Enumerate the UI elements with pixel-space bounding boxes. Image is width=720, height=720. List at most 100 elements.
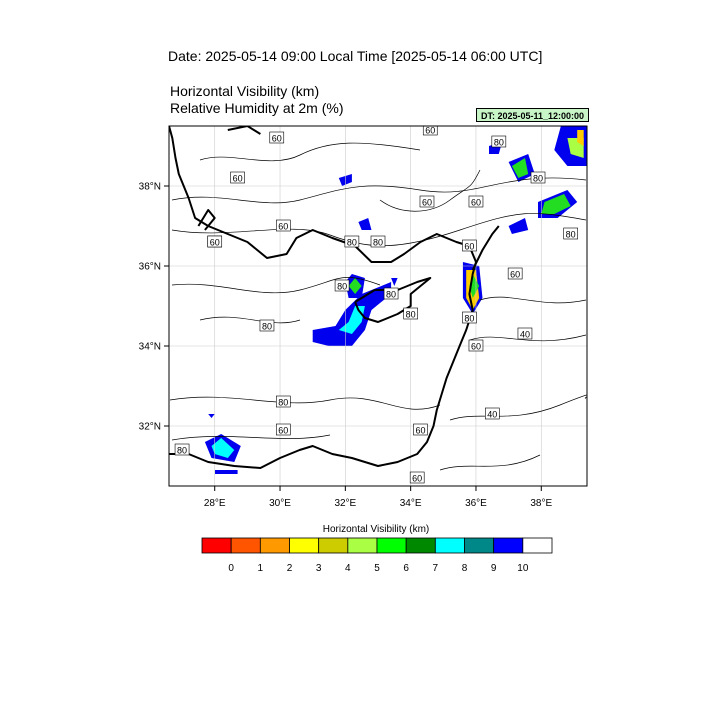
contour-label: 40 — [484, 407, 500, 420]
contour-label: 60 — [468, 195, 484, 208]
legend-title: Horizontal Visibility (km) — [322, 524, 430, 535]
legend-label: 1 — [258, 563, 264, 574]
contour-label-box — [413, 423, 428, 436]
contour-label-box — [259, 319, 275, 332]
contour-label-box — [530, 171, 546, 184]
contour-label-text: 80 — [373, 238, 383, 248]
visibility-area-21 — [391, 278, 398, 286]
contour-label-text: 80 — [533, 174, 543, 184]
contour-label-box — [275, 423, 291, 436]
contour-label: 80 — [259, 319, 275, 332]
contour-label-text: 60 — [278, 222, 288, 232]
contour-label-box — [507, 267, 523, 280]
coastline-layer — [169, 126, 500, 469]
contour-label: 80 — [530, 171, 546, 184]
lat-tick-label: 34°N — [139, 342, 161, 353]
contour-label: 80 — [491, 135, 507, 148]
legend-label: 6 — [403, 563, 409, 574]
legend-label: 5 — [374, 563, 380, 574]
visibility-area-16 — [541, 194, 571, 214]
lat-tick-label: 32°N — [139, 422, 161, 433]
visibility-fill-layer — [204, 126, 587, 474]
legend-swatch — [259, 537, 290, 554]
lon-tick-label: 38°E — [530, 498, 552, 509]
coastline-3 — [227, 126, 261, 135]
contour-label: 60 — [409, 471, 425, 484]
legend-label: 8 — [462, 563, 468, 574]
contour-label-box — [468, 339, 484, 352]
legend-swatch — [201, 537, 232, 554]
legend-label: 10 — [517, 563, 529, 574]
contour-label-box — [409, 471, 425, 484]
contour-label-box — [491, 135, 507, 148]
contour-label: 60 — [275, 423, 291, 436]
map-plot-area: 80 80 80 80 80 80 80 80 80 80 60 60 60 60 60 60 60 60 60 60… — [169, 126, 587, 486]
contour-label: 60 — [275, 219, 291, 232]
contour-label-text: 80 — [337, 282, 347, 292]
contour-label: 60 — [468, 339, 484, 352]
legend-swatch — [376, 537, 407, 554]
lon-tick-label: 36°E — [465, 498, 487, 509]
contour-label-text: 60 — [415, 426, 425, 436]
contour-label-text: 40 — [520, 330, 530, 340]
lat-tick-label: 36°N — [139, 262, 161, 273]
contour-label-box — [517, 327, 533, 340]
legend-label: 9 — [491, 563, 497, 574]
contour-label-text: 60 — [210, 238, 220, 248]
contour-label-text: 60 — [425, 126, 435, 136]
contour-label-box — [468, 195, 484, 208]
visibility-area-22 — [214, 470, 238, 474]
contour-label-layer: 80 80 80 80 80 80 80 80 80 80 60 60 60 60 60 60 60 60 60 60… — [174, 126, 578, 484]
contour-label: 60 — [230, 171, 245, 184]
contour-label: 80 — [334, 279, 350, 292]
humidity-contour-layer — [169, 142, 587, 471]
contour-label-box — [230, 171, 245, 184]
legend-swatch — [347, 537, 378, 554]
legend-label: 4 — [345, 563, 351, 574]
contour-label: 80 — [563, 227, 578, 240]
contour-label-text: 60 — [471, 342, 481, 352]
contour-label-box — [275, 395, 291, 408]
coastline-0 — [169, 126, 477, 469]
contour-label-box — [422, 126, 438, 136]
lon-tick-label: 34°E — [400, 498, 422, 509]
contour-label: 60 — [422, 126, 438, 136]
contour-label-text: 60 — [278, 426, 288, 436]
map-frame — [168, 125, 588, 487]
contour-label-text: 80 — [177, 446, 187, 456]
legend-swatch — [493, 537, 524, 554]
contour-label-box — [334, 279, 350, 292]
contour-label-box — [383, 287, 399, 300]
contour-label: 60 — [507, 267, 523, 280]
contour-label-text: 60 — [471, 198, 481, 208]
legend-swatch — [230, 537, 261, 554]
contour-label: 60 — [413, 423, 428, 436]
lon-tick-label: 32°E — [334, 498, 356, 509]
contour-label: 80 — [344, 235, 360, 248]
visibility-area-3 — [348, 278, 362, 294]
contour-label: 80 — [370, 235, 386, 248]
contour-label: 80 — [403, 307, 418, 320]
visibility-area-18 — [358, 218, 372, 230]
contour-label-text: 80 — [278, 398, 288, 408]
contour-label-box — [207, 235, 223, 248]
contour-label: 80 — [462, 311, 477, 324]
contour-label-text: 80 — [494, 138, 504, 148]
legend-swatch — [405, 537, 436, 554]
legend-swatch — [522, 537, 553, 554]
contour-label-text: 40 — [487, 410, 497, 420]
lon-tick-label: 30°E — [269, 498, 291, 509]
contour-label-box — [269, 131, 285, 144]
contour-label-box — [419, 195, 435, 208]
coastline-2 — [197, 209, 216, 231]
contour-label: 40 — [517, 327, 533, 340]
contour-label: 80 — [383, 287, 399, 300]
color-legend: 0 1 2 3 4 5 6 7 8 9 10 — [201, 537, 553, 574]
visibility-area-11 — [511, 158, 529, 178]
visibility-area-9 — [208, 414, 215, 418]
contour-label-text: 80 — [347, 238, 357, 248]
contour-label-box — [370, 235, 386, 248]
legend-swatch — [464, 537, 495, 554]
legend-swatch — [289, 537, 320, 554]
